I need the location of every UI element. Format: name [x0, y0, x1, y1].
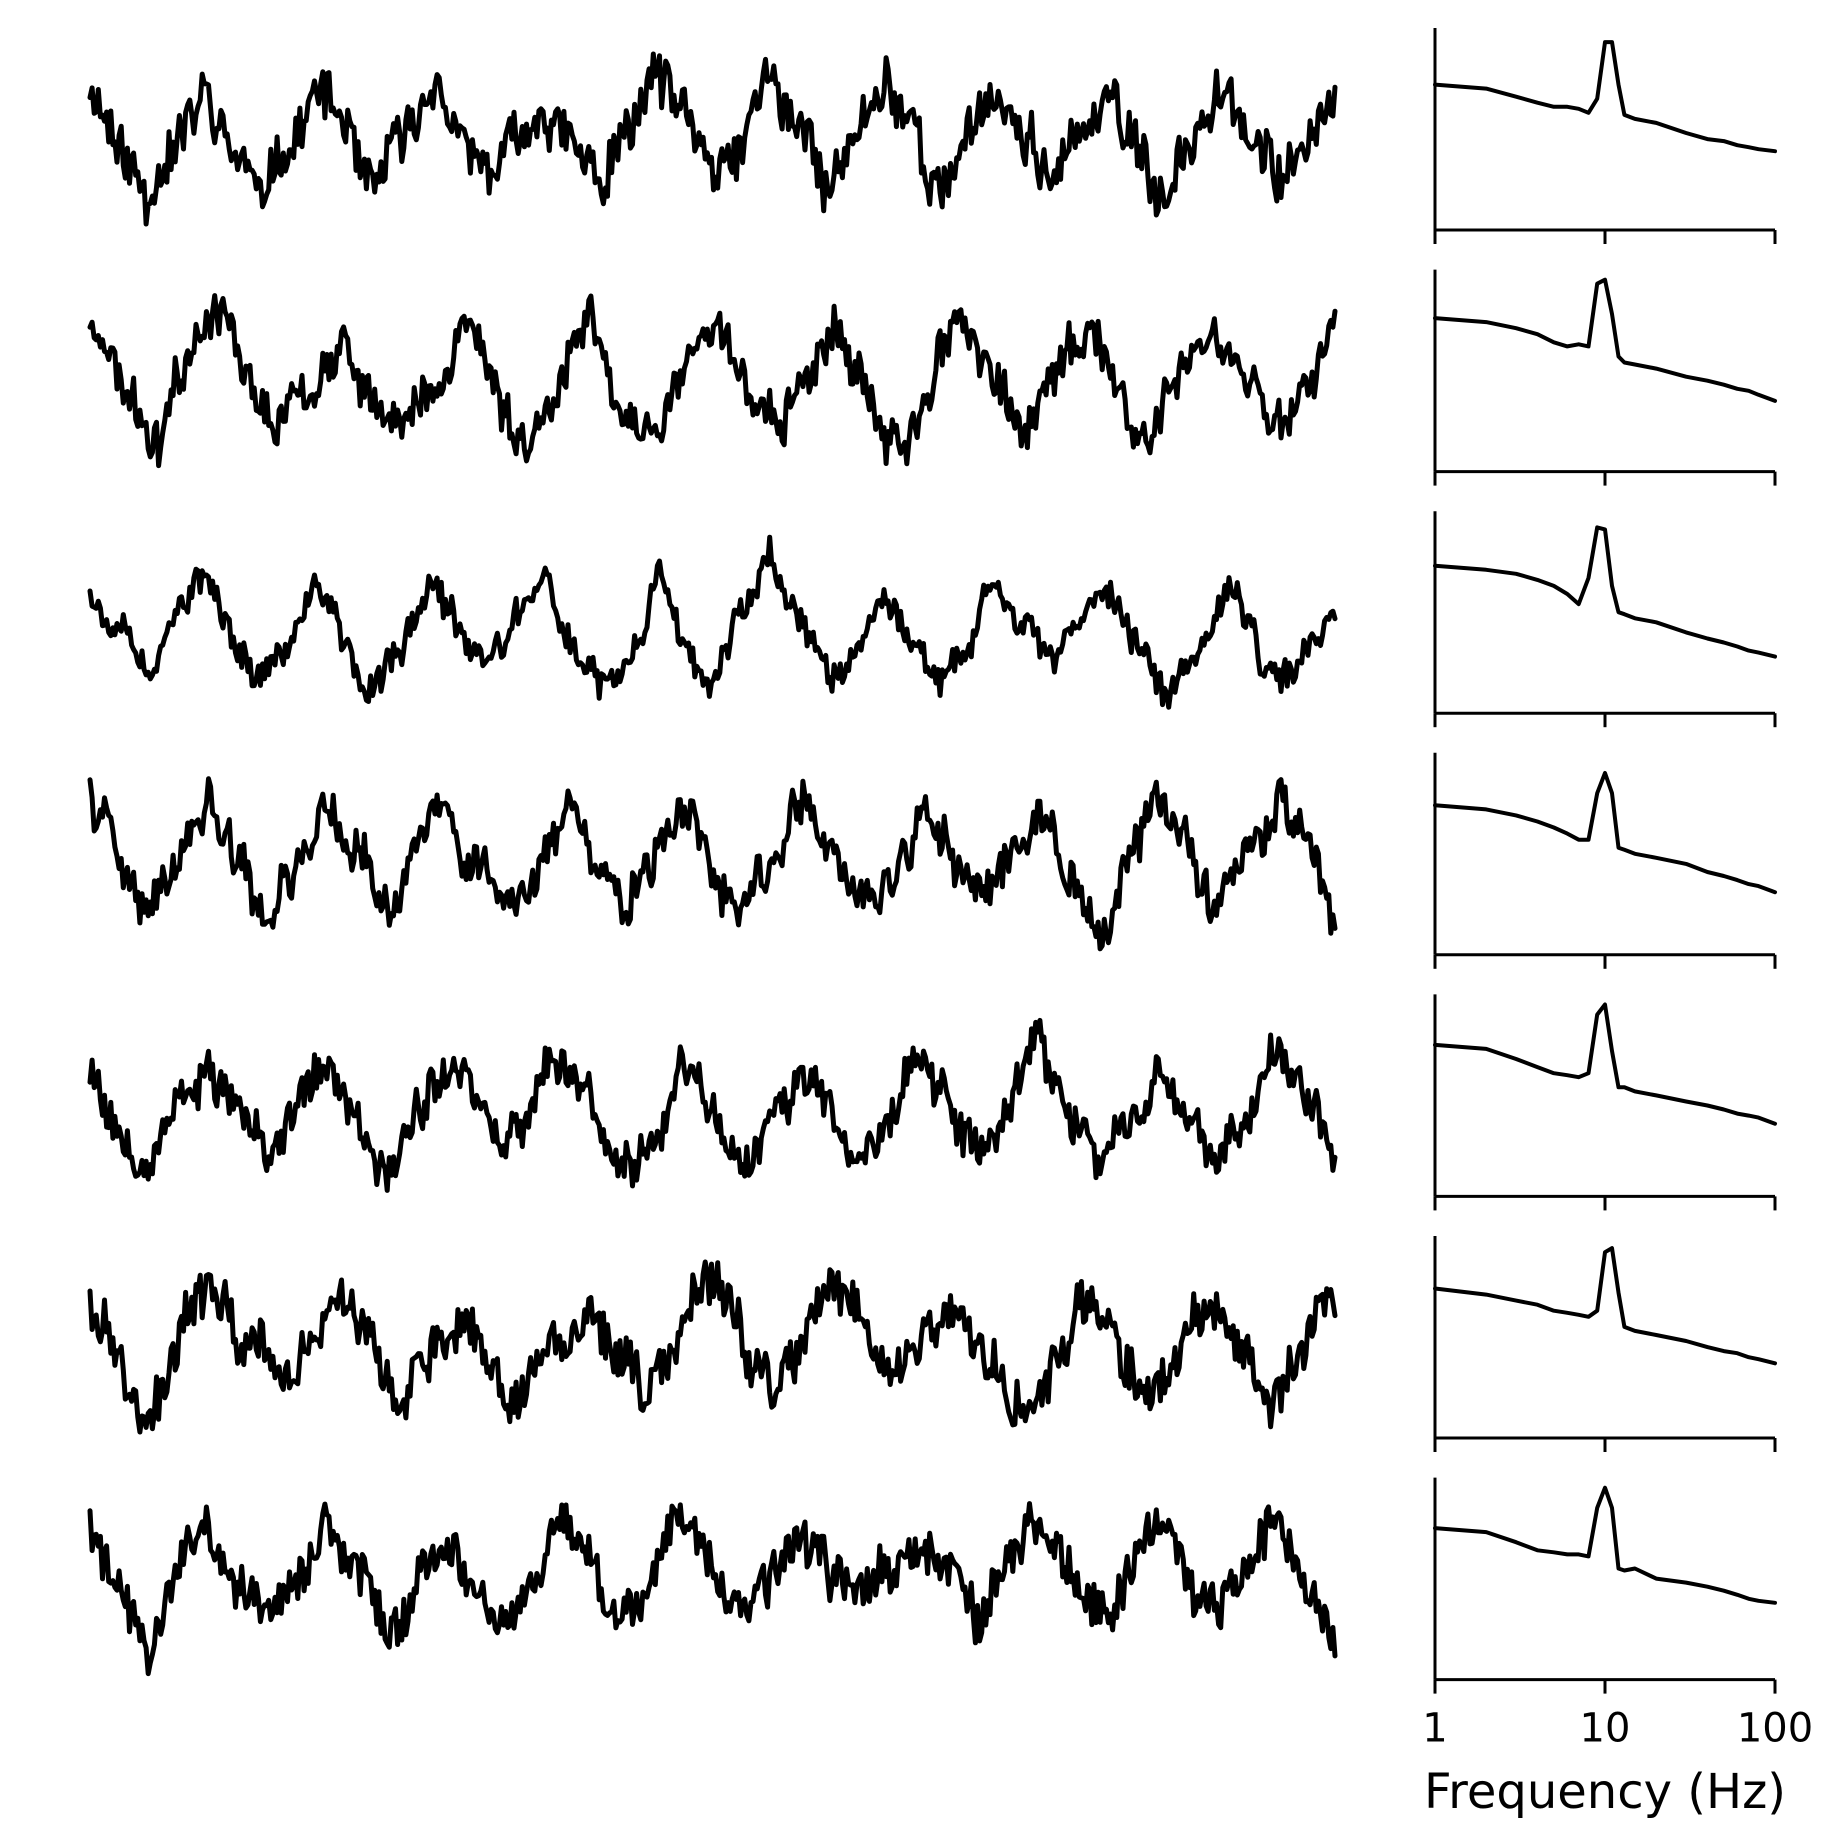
spectrum-panel-3: [1433, 511, 1777, 728]
time-series-traces: [87, 51, 1338, 1677]
power-spectra-panels: [1433, 28, 1777, 1694]
spectrum-panel-2: [1433, 269, 1777, 486]
power-spectrum-line-6: [1433, 1246, 1777, 1366]
x-tick-labels: 1 10 100: [1422, 1706, 1813, 1752]
eeg-trace-3: [87, 534, 1338, 710]
eeg-trace-7: [87, 1501, 1338, 1677]
power-spectrum-line-1: [1433, 40, 1777, 154]
x-axis-label: Frequency (Hz): [1424, 1764, 1786, 1820]
spectrum-panel-6: [1433, 1236, 1777, 1452]
power-spectrum-line-4: [1433, 771, 1777, 895]
spectrum-panel-1: [1433, 28, 1777, 244]
spectrum-panel-5: [1433, 994, 1777, 1211]
spectrum-panel-4: [1433, 752, 1777, 969]
eeg-trace-4: [87, 776, 1338, 952]
spectrum-panel-7: [1433, 1477, 1777, 1694]
x-tick-label-10: 10: [1580, 1706, 1631, 1752]
eeg-trace-2: [87, 293, 1338, 469]
power-spectrum-line-2: [1433, 277, 1777, 403]
power-spectrum-line-7: [1433, 1485, 1777, 1605]
eeg-trace-5: [87, 1017, 1338, 1193]
eeg-trace-1: [87, 51, 1338, 227]
power-spectrum-line-3: [1433, 525, 1777, 659]
power-spectrum-line-5: [1433, 1002, 1777, 1126]
eeg-trace-6: [87, 1259, 1338, 1435]
x-tick-label-100: 100: [1737, 1706, 1813, 1752]
x-tick-label-1: 1: [1422, 1706, 1447, 1752]
